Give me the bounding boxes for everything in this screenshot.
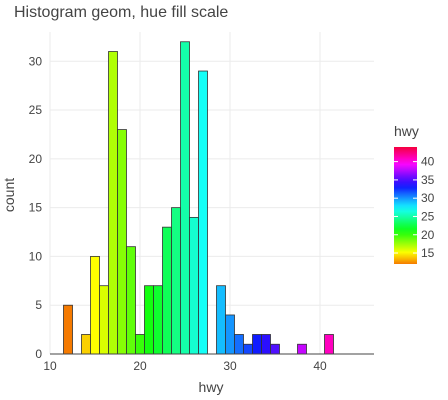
y-tick-label: 15 xyxy=(29,201,43,215)
histogram-bar xyxy=(297,343,307,355)
histogram-bar xyxy=(126,246,136,355)
histogram-bar xyxy=(270,343,280,355)
x-axis-title: hwy xyxy=(199,379,224,395)
histogram-bar xyxy=(189,216,199,355)
x-tick-label: 20 xyxy=(133,359,147,373)
histogram-bar xyxy=(198,70,208,355)
x-tick-label: 10 xyxy=(43,359,57,373)
y-tick-label: 5 xyxy=(35,298,42,312)
histogram-bar xyxy=(81,334,91,355)
y-tick-label: 10 xyxy=(29,249,43,263)
legend-title: hwy xyxy=(394,123,419,139)
histogram-bar xyxy=(225,314,235,355)
y-axis-title: count xyxy=(1,178,17,212)
histogram-bar xyxy=(234,334,244,355)
histogram-bar xyxy=(324,334,334,355)
legend-tick-label: 40 xyxy=(421,155,435,169)
histogram-bar xyxy=(99,285,109,355)
legend-tick-label: 30 xyxy=(421,191,435,205)
y-tick-label: 20 xyxy=(29,152,43,166)
y-tick-label: 30 xyxy=(29,54,43,68)
histogram-bar xyxy=(63,304,73,355)
histogram-bar xyxy=(117,129,127,355)
x-tick-label: 40 xyxy=(313,359,327,373)
legend-tick-label: 25 xyxy=(421,209,435,223)
histogram-bar xyxy=(243,343,253,355)
histogram-bar xyxy=(153,285,163,355)
histogram-bar xyxy=(216,285,226,355)
histogram-bar xyxy=(261,334,271,355)
histogram-bar xyxy=(108,51,118,355)
legend-colorbar xyxy=(394,147,417,264)
bars-layer xyxy=(63,41,334,355)
legend-tick-label: 20 xyxy=(421,228,435,242)
histogram-bar xyxy=(252,334,262,355)
y-tick-label: 25 xyxy=(29,103,43,117)
histogram-bar xyxy=(135,334,145,355)
x-ticks: 10 20 30 40 xyxy=(43,359,327,373)
legend-tick-label: 15 xyxy=(421,246,435,260)
histogram-bar xyxy=(90,256,100,355)
x-tick-label: 30 xyxy=(223,359,237,373)
histogram-bar xyxy=(171,207,181,355)
y-tick-label: 0 xyxy=(35,347,42,361)
histogram-bar xyxy=(144,285,154,355)
histogram-bar xyxy=(162,226,172,355)
legend: hwy 40 35 30 25 20 15 xyxy=(394,123,435,264)
histogram-bar xyxy=(180,41,190,355)
legend-ticks: 40 35 30 25 20 15 xyxy=(394,155,435,260)
y-ticks: 0 5 10 15 20 25 30 xyxy=(29,54,43,361)
legend-tick-label: 35 xyxy=(421,173,435,187)
chart-title: Histogram geom, hue fill scale xyxy=(14,4,228,21)
